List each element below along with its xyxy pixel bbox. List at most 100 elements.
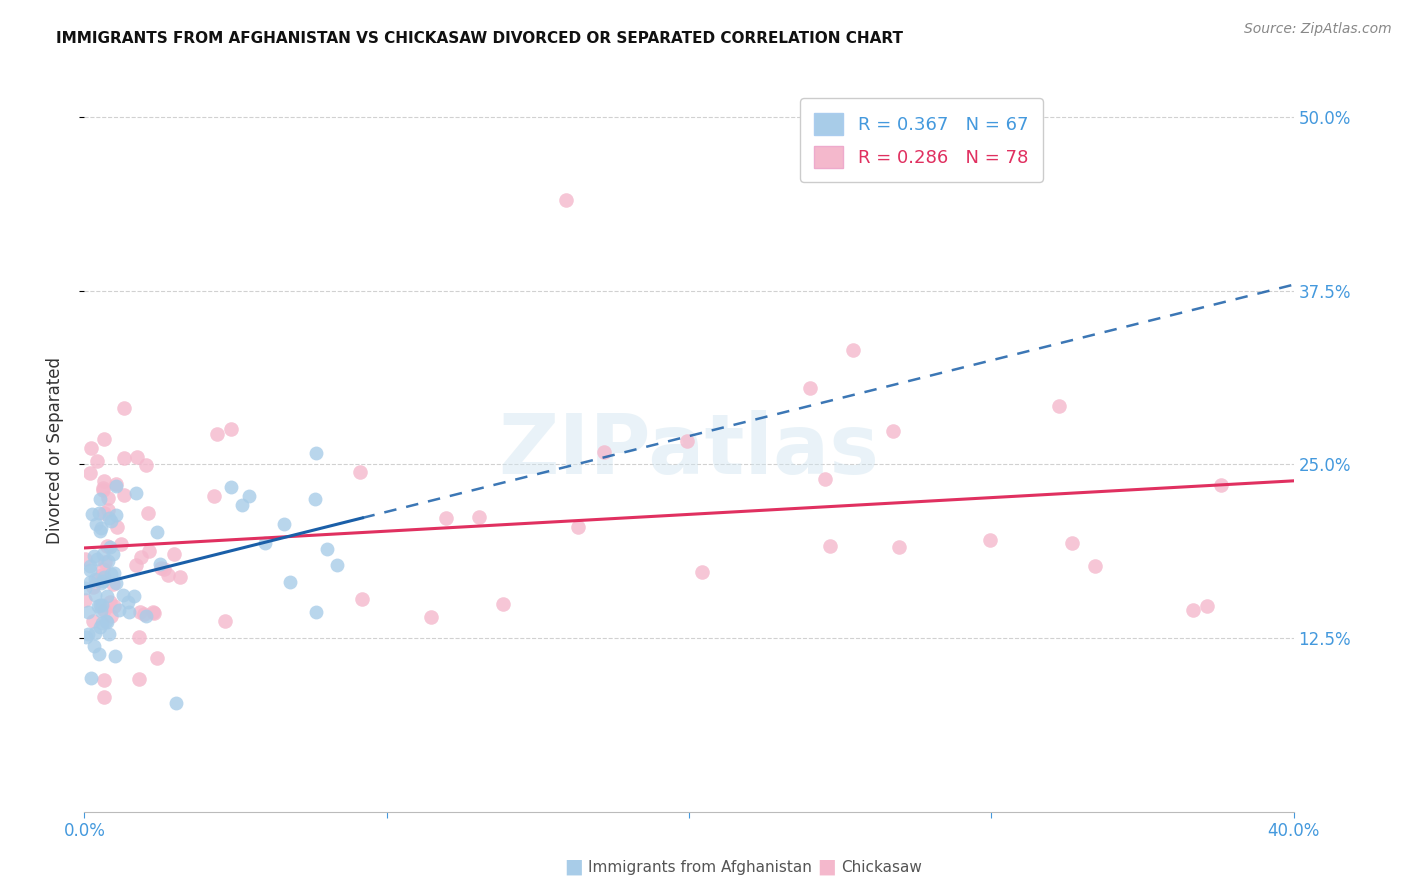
Point <box>129 549 152 564</box>
Point <box>128 630 150 644</box>
Point <box>76 605 98 619</box>
Point <box>82 580 104 594</box>
Point <box>90 567 112 582</box>
Text: Immigrants from Afghanistan: Immigrants from Afghanistan <box>588 860 811 874</box>
Point <box>93 673 115 688</box>
Point <box>103 599 125 613</box>
Point <box>163 547 186 561</box>
Point <box>112 488 135 502</box>
Point <box>799 381 821 395</box>
Point <box>436 511 458 525</box>
Point <box>125 485 148 500</box>
Point <box>80 507 103 521</box>
Point <box>97 491 120 505</box>
Point <box>1182 603 1205 617</box>
Point <box>101 547 124 561</box>
Point <box>304 491 326 506</box>
Point <box>1084 559 1107 574</box>
Point <box>149 557 172 571</box>
Point <box>93 474 115 488</box>
Point <box>419 610 441 624</box>
Point <box>91 482 114 496</box>
Point <box>89 491 111 506</box>
Legend: R = 0.367   N = 67, R = 0.286   N = 78: R = 0.367 N = 67, R = 0.286 N = 78 <box>800 98 1043 182</box>
Point <box>97 502 120 516</box>
Point <box>84 588 107 602</box>
Point <box>467 509 489 524</box>
Text: Chickasaw: Chickasaw <box>841 860 922 874</box>
Point <box>96 614 118 628</box>
Point <box>87 506 110 520</box>
Point <box>692 566 714 580</box>
Point <box>83 640 105 654</box>
Point <box>91 483 114 497</box>
Point <box>100 608 122 623</box>
Point <box>214 614 236 628</box>
Point <box>91 548 114 562</box>
Point <box>142 605 165 619</box>
Point <box>83 573 105 587</box>
Point <box>315 541 337 556</box>
Point <box>132 607 155 622</box>
Point <box>280 575 302 590</box>
Point <box>567 520 589 534</box>
Point <box>979 533 1001 547</box>
Point <box>75 551 97 566</box>
Point <box>128 672 150 686</box>
Point <box>79 574 101 589</box>
Point <box>91 616 114 631</box>
Point <box>93 562 115 576</box>
Point <box>882 424 904 438</box>
Point <box>1209 478 1232 492</box>
Point <box>83 549 105 564</box>
Point <box>98 626 121 640</box>
Point <box>89 524 111 539</box>
Point <box>75 581 97 595</box>
Point <box>221 480 243 494</box>
Point <box>304 606 326 620</box>
Point <box>349 465 371 479</box>
Point <box>814 472 837 486</box>
Point <box>79 563 101 577</box>
Point <box>79 559 101 574</box>
Point <box>93 432 115 446</box>
Point <box>82 614 104 628</box>
Point <box>676 434 699 449</box>
Point <box>90 599 112 613</box>
Point <box>86 552 108 566</box>
Point <box>105 520 128 534</box>
Point <box>96 589 118 603</box>
Point <box>1060 536 1083 550</box>
Point <box>89 599 111 613</box>
Point <box>77 626 100 640</box>
Point <box>86 453 108 467</box>
Point <box>555 194 578 208</box>
Text: Source: ZipAtlas.com: Source: ZipAtlas.com <box>1244 22 1392 37</box>
Point <box>111 589 134 603</box>
Point <box>87 647 110 661</box>
Point <box>129 605 152 619</box>
Point <box>136 506 159 520</box>
Text: IMMIGRANTS FROM AFGHANISTAN VS CHICKASAW DIVORCED OR SEPARATED CORRELATION CHART: IMMIGRANTS FROM AFGHANISTAN VS CHICKASAW… <box>56 31 903 46</box>
Point <box>90 576 112 591</box>
Point <box>352 592 374 607</box>
Point <box>238 489 260 503</box>
Point <box>142 606 165 620</box>
Point <box>104 508 127 523</box>
Point <box>84 517 107 532</box>
Point <box>117 595 139 609</box>
Point <box>146 651 169 665</box>
Text: ZIPatlas: ZIPatlas <box>499 410 879 491</box>
Point <box>112 451 135 466</box>
Point <box>104 575 127 590</box>
Point <box>138 544 160 558</box>
Point <box>80 441 103 455</box>
Point <box>219 422 242 436</box>
Point <box>145 524 167 539</box>
Point <box>103 566 125 580</box>
Point <box>98 510 121 524</box>
Point <box>75 593 97 607</box>
Point <box>93 690 115 704</box>
Point <box>84 626 107 640</box>
Point <box>231 498 253 512</box>
